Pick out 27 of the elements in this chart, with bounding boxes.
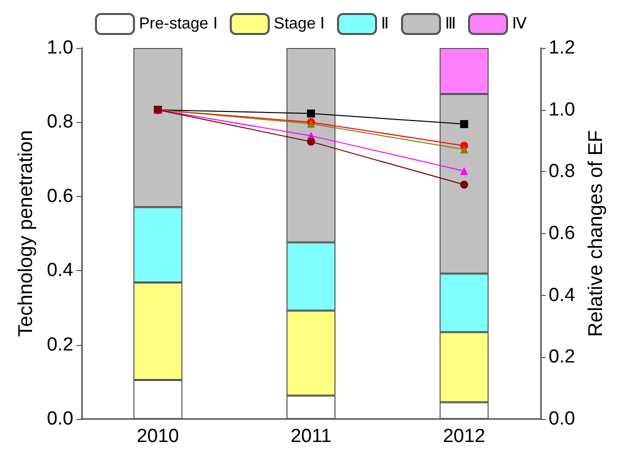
y2-tick-label: 0.8 (548, 161, 576, 182)
y2-axis-title: Relative changes of EF (585, 130, 607, 337)
x-tick-label: 2011 (290, 426, 332, 447)
point (307, 110, 315, 118)
y-axis-title: Technology penetration (15, 130, 37, 337)
legend-label: Stage Ⅰ (274, 16, 326, 32)
point (460, 180, 468, 189)
y2-tick-label: 0.2 (548, 346, 576, 368)
y-tick-label: 0.4 (46, 260, 74, 282)
y2-tick-label: 1.2 (548, 38, 576, 58)
y-tick-label: 0.0 (46, 408, 74, 430)
y-tick-label: 0.2 (46, 334, 74, 356)
legend-label: Pre-stage Ⅰ (138, 16, 218, 32)
y2-tick-label: 0.6 (548, 223, 576, 244)
y2-tick-label: 0.4 (548, 284, 576, 306)
legend-label: Ⅲ (445, 16, 456, 32)
y2-tick-label: 1.0 (548, 99, 576, 120)
y-tick-label: 0.6 (46, 186, 74, 207)
y-tick-label: 1.0 (46, 38, 74, 58)
x-tick-label: 2012 (442, 426, 486, 447)
legend-label: Ⅳ (512, 16, 528, 32)
x-tick-label: 2010 (136, 426, 180, 447)
point (460, 120, 468, 128)
y2-tick-label: 0.0 (548, 408, 576, 430)
legend-label: Ⅱ (381, 16, 390, 32)
y-tick-label: 0.8 (46, 112, 74, 133)
point (307, 138, 315, 146)
